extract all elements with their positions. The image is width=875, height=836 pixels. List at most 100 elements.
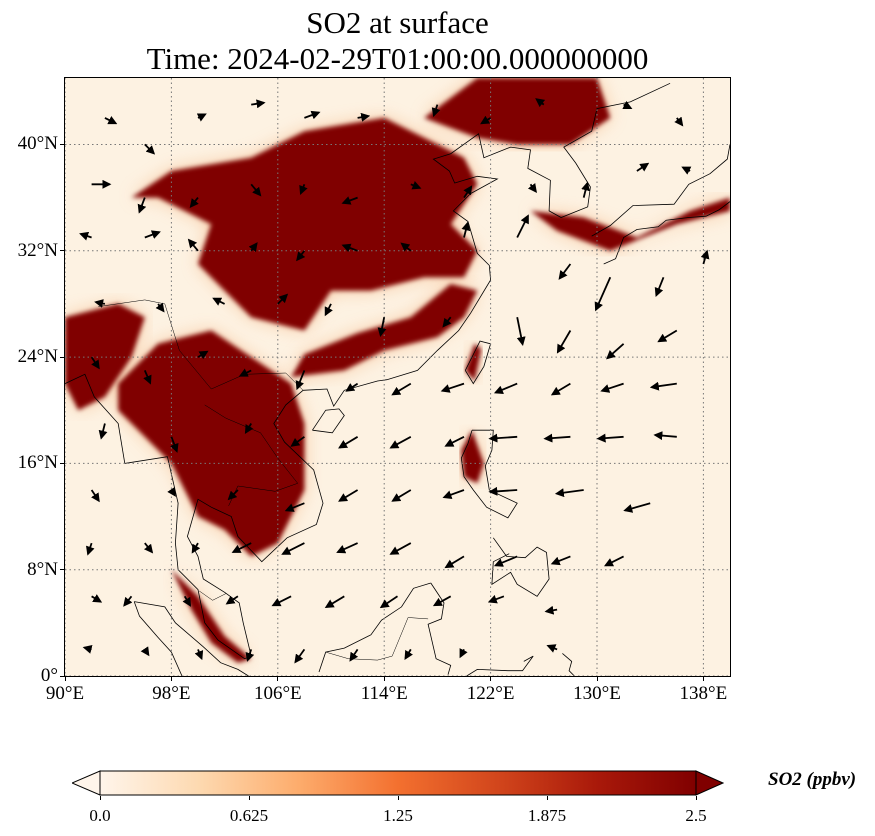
- wind-arrow: [546, 644, 558, 653]
- wind-arrow: [295, 370, 306, 391]
- wind-arrow: [461, 221, 471, 238]
- wind-arrow: [336, 542, 358, 554]
- x-tick-label: 106°E: [253, 683, 302, 704]
- coastline-5: [312, 408, 345, 434]
- map-panel: [64, 77, 731, 677]
- so2-plume-bengal-east-india: [65, 303, 145, 411]
- wind-arrow: [167, 486, 176, 497]
- so2-plume-taiwan: [465, 343, 482, 381]
- chart-subtitle-time: Time: 2024-02-29T01:00:00.000000000: [146, 41, 649, 76]
- wind-arrow: [459, 648, 468, 659]
- wind-arrow: [389, 436, 412, 449]
- x-tick-label: 138°E: [679, 683, 728, 704]
- wind-arrow: [98, 423, 108, 440]
- y-tick-mark: [60, 143, 64, 145]
- wind-arrow: [86, 542, 95, 556]
- wind-arrow: [657, 329, 678, 343]
- x-tick-mark: [383, 677, 385, 681]
- wind-arrow: [516, 214, 529, 238]
- wind-arrow: [600, 382, 624, 393]
- wind-arrow: [516, 317, 526, 346]
- wind-arrow: [338, 436, 359, 449]
- wind-arrow: [271, 595, 292, 607]
- wind-arrow: [324, 303, 333, 317]
- border-5: [325, 617, 429, 661]
- so2-plume-northeast-china: [424, 78, 611, 145]
- y-tick-label: 32°N: [17, 239, 58, 261]
- border-2: [204, 404, 299, 507]
- wind-arrow: [543, 433, 571, 443]
- wind-arrow: [82, 644, 93, 654]
- wind-arrow: [284, 502, 305, 512]
- colorbar-tick-mark: [99, 796, 101, 800]
- wind-arrow: [225, 595, 239, 605]
- border-1: [164, 303, 304, 391]
- wind-arrow: [550, 382, 571, 396]
- wind-arrow: [104, 116, 118, 125]
- wind-arrow: [244, 423, 254, 435]
- wind-arrow: [143, 370, 152, 385]
- x-tick-label: 114°E: [360, 683, 408, 704]
- wind-arrow: [324, 595, 345, 609]
- coastline-12: [562, 653, 575, 676]
- wind-arrow: [238, 368, 252, 377]
- x-tick-label: 90°E: [45, 683, 85, 704]
- y-tick-label: 40°N: [17, 133, 58, 155]
- wind-arrow: [606, 343, 625, 360]
- wind-arrow: [488, 486, 518, 496]
- wind-arrow: [194, 649, 204, 661]
- coastline-13: [466, 655, 534, 676]
- colorbar-extend-min: [72, 770, 101, 796]
- coastline-8: [427, 582, 452, 675]
- wind-arrow: [304, 110, 321, 120]
- colorbar: [72, 770, 724, 796]
- wind-arrow: [357, 112, 371, 122]
- coastline-layer: [65, 82, 730, 676]
- chart-title: SO2 at surface: [306, 5, 489, 40]
- wind-arrow: [487, 594, 505, 604]
- so2-high-layer: [65, 78, 730, 663]
- so2-plume-north-china-plain: [131, 117, 478, 331]
- y-tick-mark: [60, 250, 64, 252]
- colorbar-tick-label: 0.625: [229, 806, 269, 825]
- colorbar-title: SO2 (ppbv): [768, 769, 857, 790]
- wind-arrow: [622, 100, 633, 110]
- wind-arrow: [544, 605, 558, 615]
- wind-arrow: [636, 162, 650, 172]
- coastline-4: [464, 340, 492, 385]
- so2-plume-malay-peninsula: [171, 569, 252, 663]
- wind-arrow: [596, 433, 624, 443]
- wind-arrow: [90, 489, 100, 503]
- y-tick-mark: [60, 462, 64, 464]
- wind-arrow: [603, 555, 625, 567]
- wind-arrow: [674, 116, 684, 127]
- wind-arrow: [444, 435, 465, 447]
- wind-arrow: [79, 231, 92, 241]
- y-tick-label: 0°: [40, 665, 58, 686]
- wind-arrow: [535, 98, 546, 108]
- wind-arrow: [440, 382, 465, 393]
- colorbar-tick-mark: [248, 796, 250, 800]
- wind-arrow: [556, 330, 572, 354]
- x-tick-mark: [596, 677, 598, 681]
- border-4: [199, 590, 227, 601]
- wind-arrow: [463, 185, 473, 199]
- colorbar-gradient: [99, 770, 697, 796]
- wind-arrow: [251, 99, 266, 109]
- wind-arrow: [212, 297, 226, 306]
- colorbar-tick-label: 0.0: [89, 806, 111, 825]
- wind-arrow: [227, 489, 239, 501]
- colorbar-tick-mark: [397, 796, 399, 800]
- wind-arrow: [649, 381, 677, 391]
- so2-plume-luzon: [461, 430, 484, 484]
- colorbar-tick-mark: [546, 796, 548, 800]
- wind-arrow: [554, 488, 584, 498]
- coastline-9: [318, 582, 431, 673]
- wind-arrow: [187, 238, 199, 252]
- wind-arrow: [431, 104, 441, 118]
- wind-arrow: [245, 649, 255, 662]
- wind-arrow: [488, 433, 518, 443]
- wind-arrow: [248, 242, 258, 253]
- y-tick-label: 16°N: [17, 452, 58, 474]
- wind-arrow: [389, 542, 412, 555]
